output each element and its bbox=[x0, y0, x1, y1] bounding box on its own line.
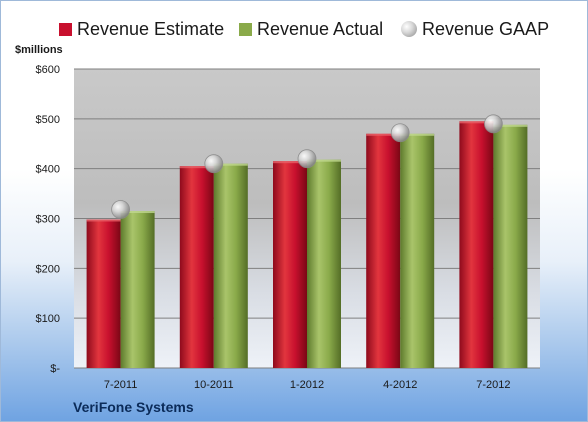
legend-item-revenue-actual: Revenue Actual bbox=[239, 17, 383, 41]
bar-revenue-actual bbox=[307, 159, 341, 368]
bar-revenue-estimate-highlight bbox=[273, 161, 307, 164]
y-axis-ticks: $- $100 $200 $300 $400 $500 $600 bbox=[36, 64, 61, 375]
y-tick-label: $500 bbox=[36, 114, 60, 126]
legend: Revenue Estimate Revenue Actual Revenue … bbox=[1, 17, 587, 41]
marker-revenue-gaap bbox=[297, 149, 317, 169]
bar-revenue-estimate bbox=[86, 219, 121, 368]
legend-label-estimate: Revenue Estimate bbox=[77, 18, 225, 39]
bar-revenue-actual bbox=[400, 133, 435, 368]
bar-revenue-estimate-highlight bbox=[179, 166, 214, 169]
bar-revenue-estimate bbox=[179, 166, 214, 368]
marker-revenue-gaap bbox=[483, 114, 503, 134]
bar-revenue-estimate bbox=[273, 161, 307, 368]
y-tick-label: $200 bbox=[36, 263, 60, 275]
bar-revenue-actual bbox=[493, 124, 528, 369]
legend-marker-gaap bbox=[401, 21, 417, 37]
legend-swatch-actual bbox=[239, 22, 252, 36]
x-tick-label: 1-2012 bbox=[290, 379, 324, 391]
y-tick-label: $100 bbox=[36, 313, 60, 325]
legend-item-revenue-gaap: Revenue GAAP bbox=[401, 17, 549, 41]
bar-revenue-actual-highlight bbox=[120, 211, 155, 214]
company-label: VeriFone Systems bbox=[73, 399, 194, 415]
bar-revenue-estimate-highlight bbox=[366, 133, 401, 136]
marker-revenue-gaap bbox=[204, 154, 224, 174]
marker-revenue-gaap bbox=[111, 200, 130, 219]
bar-revenue-actual-highlight bbox=[213, 163, 248, 166]
bar-revenue-actual-highlight bbox=[400, 133, 435, 136]
x-tick-label: 7-2011 bbox=[104, 379, 137, 391]
bar-revenue-actual-highlight bbox=[493, 124, 528, 127]
y-tick-label: $400 bbox=[36, 164, 60, 176]
legend-item-revenue-estimate: Revenue Estimate bbox=[59, 17, 224, 41]
y-axis-unit-label: $millions bbox=[15, 44, 63, 56]
bar-revenue-estimate-highlight bbox=[459, 121, 494, 124]
bars bbox=[86, 121, 528, 369]
x-tick-label: 4-2012 bbox=[383, 379, 417, 391]
legend-label-gaap: Revenue GAAP bbox=[422, 18, 550, 39]
legend-label-actual: Revenue Actual bbox=[257, 18, 384, 39]
x-axis-ticks: 7-2011 10-2011 1-2012 4-2012 7-2012 bbox=[104, 379, 511, 391]
gaap-markers bbox=[111, 114, 503, 219]
bar-revenue-actual bbox=[213, 163, 248, 368]
marker-revenue-gaap bbox=[390, 123, 410, 143]
bar-revenue-actual-highlight bbox=[307, 159, 341, 162]
y-tick-label: $- bbox=[50, 363, 60, 375]
bar-revenue-estimate-highlight bbox=[86, 219, 121, 222]
x-tick-label: 7-2012 bbox=[476, 379, 510, 391]
legend-swatch-estimate bbox=[59, 22, 72, 36]
bar-revenue-estimate bbox=[459, 121, 494, 368]
bar-revenue-actual bbox=[120, 211, 155, 368]
y-tick-label: $300 bbox=[36, 214, 60, 226]
bar-revenue-estimate bbox=[366, 133, 401, 368]
x-tick-label: 10-2011 bbox=[194, 379, 234, 391]
y-tick-label: $600 bbox=[36, 64, 60, 76]
